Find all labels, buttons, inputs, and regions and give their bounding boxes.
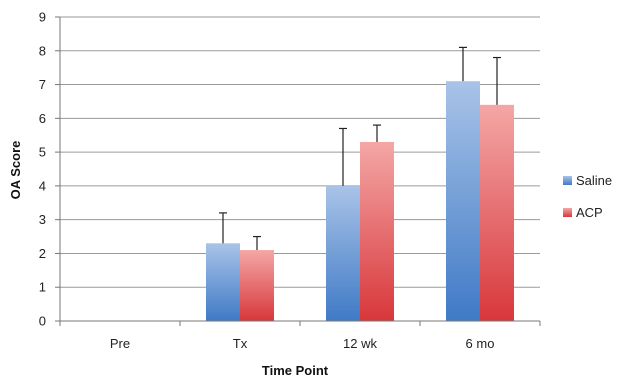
y-tick-label: 8	[39, 43, 46, 58]
y-tick-label: 0	[39, 314, 46, 329]
bar-acp-1	[240, 250, 274, 321]
error-bars	[219, 46, 501, 251]
axes	[59, 17, 541, 326]
y-tick-label: 2	[39, 246, 46, 261]
x-tick-label: 6 mo	[466, 336, 495, 351]
legend-label: ACP	[576, 205, 603, 220]
legend-label: Saline	[576, 173, 612, 188]
bar-acp-3	[480, 104, 514, 321]
y-tick-label: 7	[39, 77, 46, 92]
x-tick-label: Tx	[233, 336, 248, 351]
y-tick-label: 5	[39, 145, 46, 160]
bar-saline-1	[206, 243, 240, 321]
y-axis-title: OA Score	[8, 141, 23, 200]
y-tick-label: 1	[39, 280, 46, 295]
y-tick-label: 4	[39, 178, 46, 193]
x-tick-label: Pre	[110, 336, 130, 351]
bar-saline-2	[326, 185, 360, 321]
legend-swatch-saline	[563, 176, 572, 185]
bars	[206, 81, 514, 321]
y-tick-label: 6	[39, 111, 46, 126]
tick-labels: 0 1 2 3 4 5 6 7 8 9 Pre Tx 12 wk 6 mo	[39, 10, 495, 352]
x-tick-label: 12 wk	[343, 336, 377, 351]
legend: Saline ACP	[563, 173, 612, 220]
y-tick-label: 3	[39, 212, 46, 227]
x-axis-title: Time Point	[262, 363, 329, 378]
legend-swatch-acp	[563, 208, 572, 217]
bar-saline-3	[446, 81, 480, 321]
bar-acp-2	[360, 141, 394, 321]
y-tick-label: 9	[39, 10, 46, 25]
